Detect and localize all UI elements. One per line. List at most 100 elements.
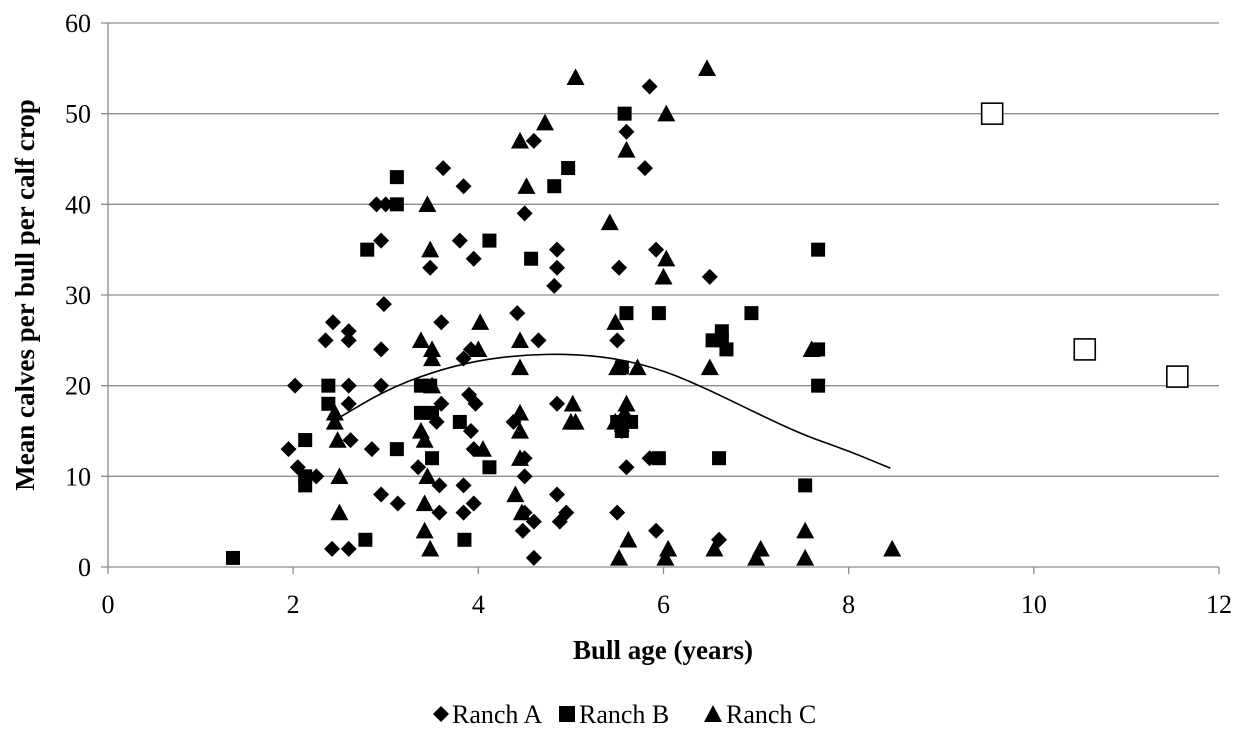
data-point (641, 78, 658, 95)
legend-label-ranch-a: Ranch A (452, 700, 542, 729)
data-point (373, 377, 390, 394)
data-point (751, 539, 770, 557)
data-point (512, 503, 531, 521)
legend-item-ranch-b: Ranch B (559, 700, 669, 729)
data-point (330, 467, 349, 484)
data-point (482, 233, 497, 248)
data-point (510, 422, 529, 439)
data-point (549, 486, 566, 503)
data-point (422, 259, 439, 276)
data-point (566, 68, 585, 86)
data-point (317, 332, 334, 349)
x-tick-label: 10 (1021, 590, 1047, 619)
data-point (600, 213, 619, 231)
data-point (524, 251, 539, 266)
data-point (455, 350, 472, 367)
data-point (549, 395, 566, 412)
data-point (563, 394, 582, 412)
data-point (700, 358, 719, 376)
data-point (618, 123, 635, 140)
data-point (373, 341, 390, 358)
data-point (980, 102, 1004, 125)
data-point (421, 539, 440, 557)
trendline-curve (339, 353, 891, 469)
data-point (342, 432, 359, 449)
data-point (530, 332, 547, 349)
data-point (373, 486, 390, 503)
data-point (321, 378, 336, 393)
data-point (410, 459, 427, 476)
data-point (617, 140, 636, 158)
data-point (654, 267, 673, 285)
data-point (455, 178, 472, 195)
data-point (712, 451, 727, 466)
data-point (798, 478, 813, 493)
data-point (510, 449, 529, 466)
data-point (648, 241, 665, 258)
data-point (628, 358, 647, 376)
legend-label-ranch-c: Ranch C (726, 700, 816, 729)
data-point (744, 306, 759, 321)
data-point (608, 358, 627, 376)
data-point (377, 196, 394, 213)
data-point (340, 395, 357, 412)
data-point (561, 412, 580, 430)
data-point (325, 412, 344, 430)
data-point (609, 332, 626, 349)
y-tick-label: 30 (65, 281, 91, 310)
data-point (611, 259, 628, 276)
data-point (883, 539, 902, 557)
trendline (339, 353, 891, 469)
data-point (425, 405, 440, 420)
data-point (330, 503, 349, 521)
data-point (340, 323, 357, 340)
data-point (482, 460, 497, 475)
data-point (657, 249, 676, 267)
data-point (525, 513, 542, 530)
data-point (811, 378, 826, 393)
data-point (561, 161, 576, 176)
data-point (510, 331, 529, 348)
data-point (298, 433, 313, 448)
data-point (516, 468, 533, 485)
square-icon (559, 706, 575, 722)
data-point (705, 539, 724, 557)
axes (101, 22, 1220, 574)
data-point (368, 196, 385, 213)
data-point (656, 548, 675, 566)
data-point (525, 132, 542, 149)
x-tick-label: 8 (842, 590, 855, 619)
data-point (324, 314, 341, 331)
data-point (719, 342, 734, 357)
y-tick-label: 0 (78, 553, 91, 582)
data-point (431, 477, 448, 494)
data-point (418, 467, 437, 484)
data-point (659, 539, 678, 557)
data-point (465, 495, 482, 512)
data-point (510, 403, 529, 421)
y-tick-label: 60 (65, 9, 91, 38)
data-point (411, 331, 430, 348)
data-point (547, 179, 562, 194)
data-point (473, 440, 492, 457)
data-point (796, 521, 815, 539)
data-point (549, 259, 566, 276)
data-point (389, 442, 404, 457)
data-point (455, 477, 472, 494)
data-point (506, 485, 525, 503)
data-point (225, 550, 240, 565)
data-point (328, 431, 347, 448)
legend-item-ranch-c: Ranch C (704, 700, 816, 729)
data-point (651, 306, 666, 321)
data-point (651, 451, 666, 466)
data-point (457, 532, 472, 547)
data-point (467, 395, 484, 412)
data-point (462, 423, 479, 439)
data-point (516, 205, 533, 222)
data-point (423, 349, 442, 367)
diamond-icon (433, 706, 449, 722)
legend-label-ranch-b: Ranch B (579, 700, 669, 729)
data-point (535, 113, 554, 131)
data-point (701, 268, 718, 285)
